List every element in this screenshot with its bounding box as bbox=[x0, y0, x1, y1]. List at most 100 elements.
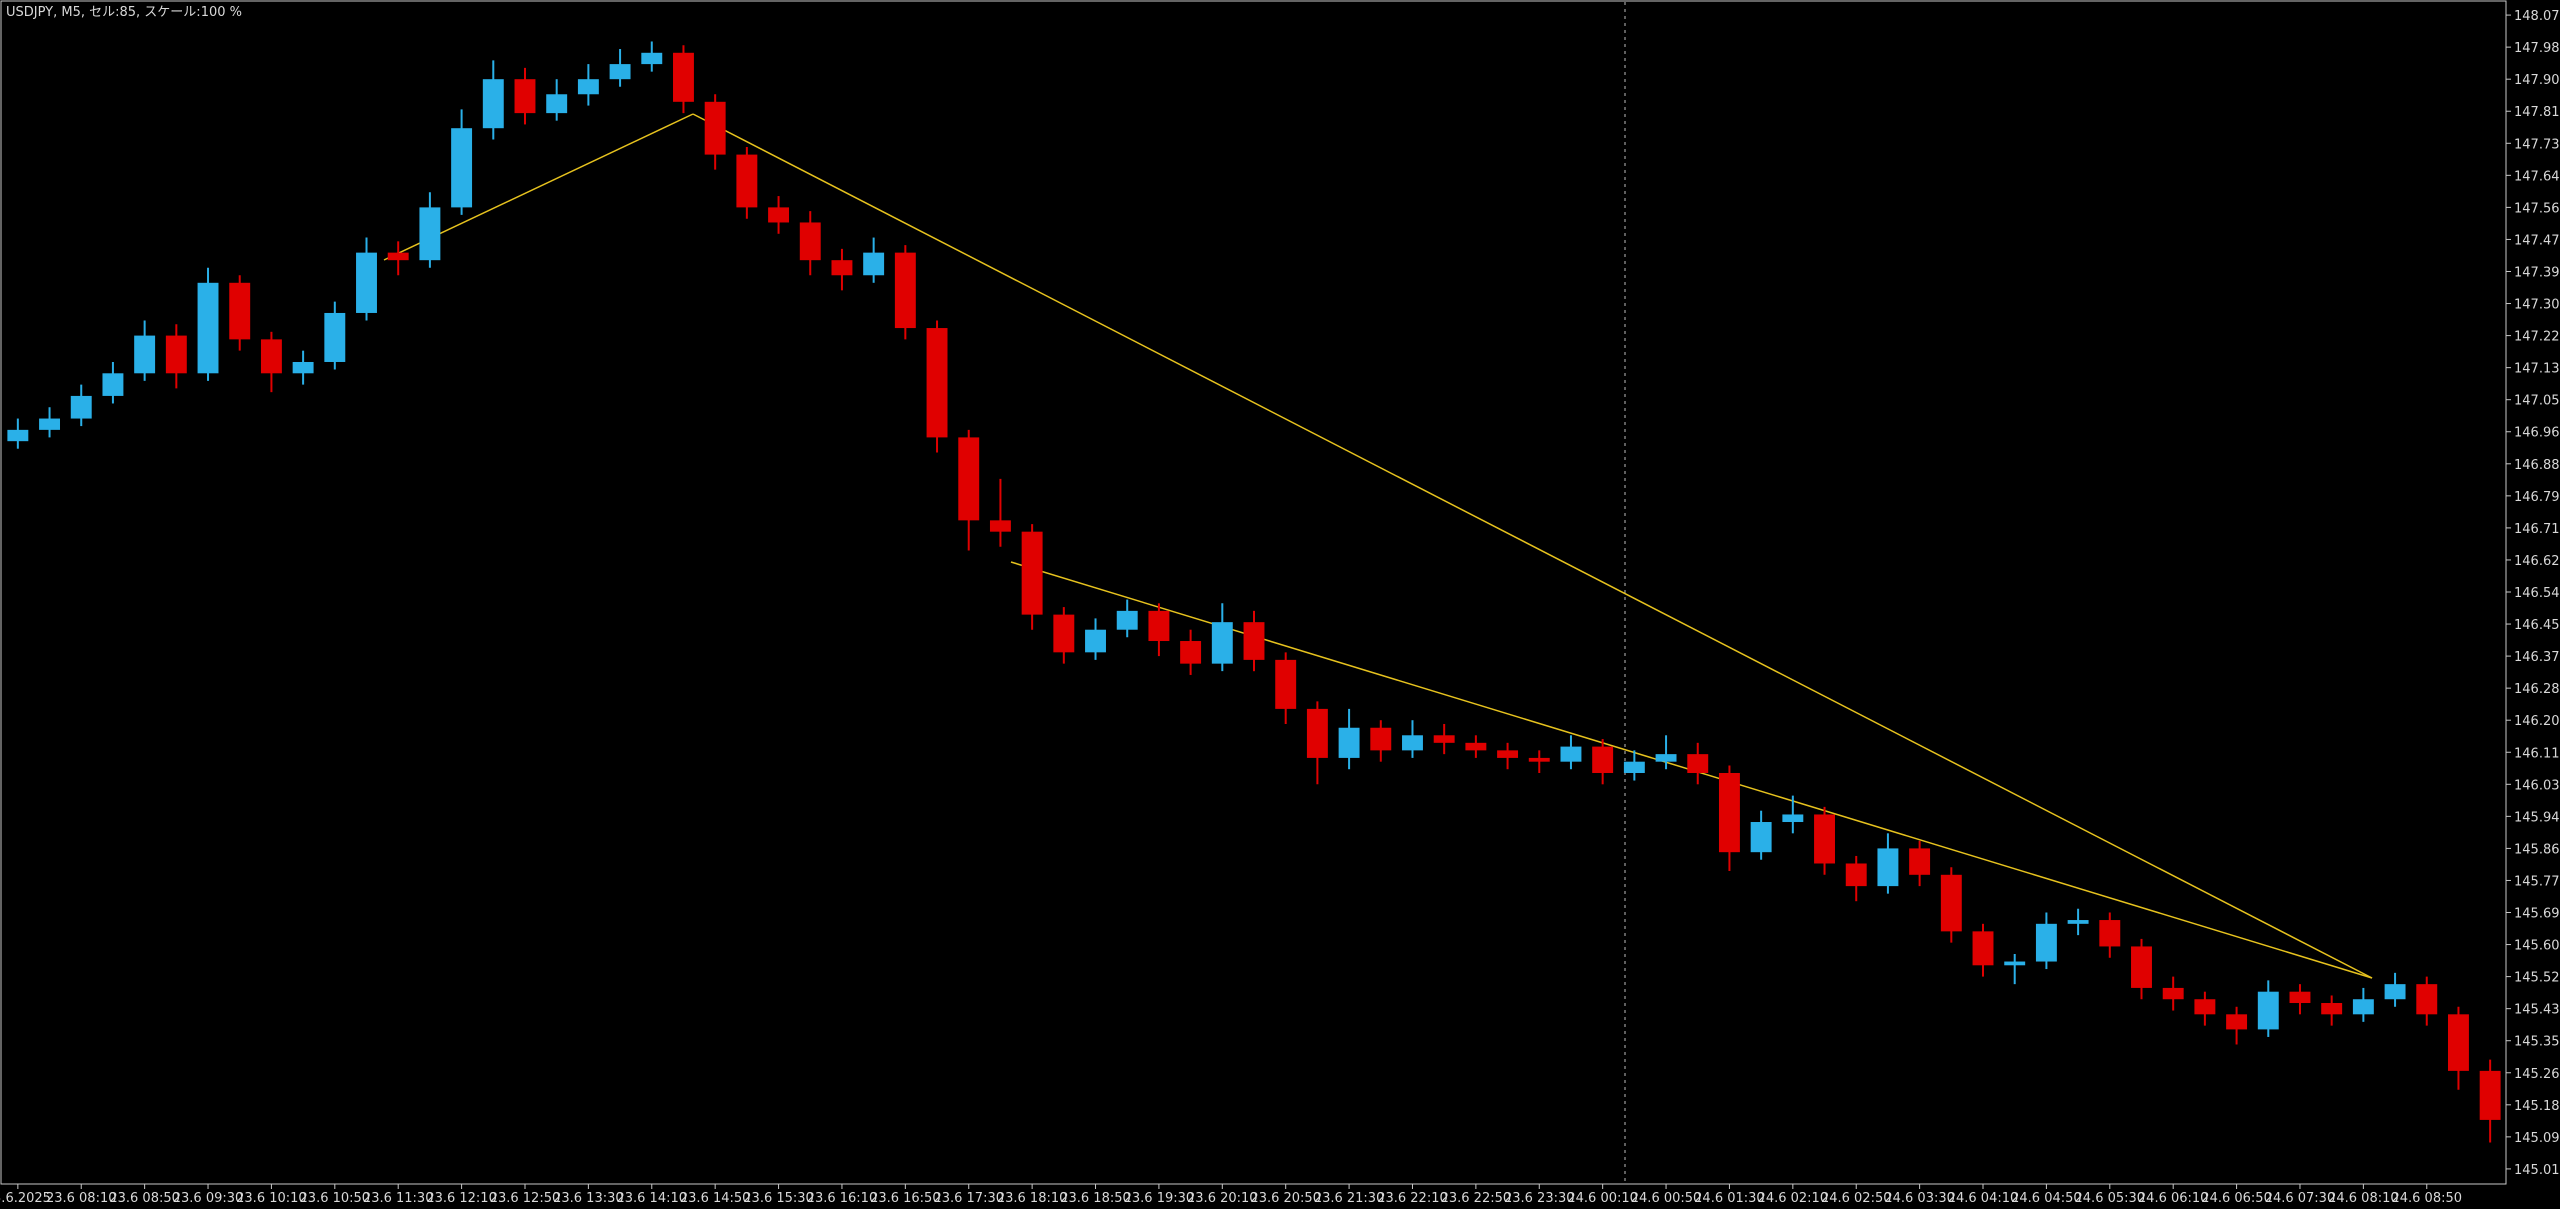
x-tick-label: 23.6 18:50 bbox=[1060, 1191, 1131, 1206]
candle-body bbox=[641, 52, 663, 65]
y-tick-label: 147.985 bbox=[2514, 41, 2560, 56]
y-tick-label: 145.010 bbox=[2514, 1163, 2560, 1178]
candle-body bbox=[2416, 984, 2438, 1015]
y-tick-label: 145.180 bbox=[2514, 1099, 2560, 1114]
x-tick-label: 24.6 08:10 bbox=[2328, 1191, 2399, 1206]
candle-body bbox=[1148, 610, 1170, 642]
x-tick-label: 23.6 23:30 bbox=[1504, 1191, 1575, 1206]
y-tick-label: 147.815 bbox=[2514, 105, 2560, 120]
x-tick-label: 23.6 08:50 bbox=[109, 1191, 180, 1206]
x-tick-label: 24.6 01:30 bbox=[1694, 1191, 1765, 1206]
x-tick-label: 23.6 14:50 bbox=[680, 1191, 751, 1206]
y-tick-label: 146.880 bbox=[2514, 458, 2560, 473]
candle-body bbox=[2131, 946, 2152, 988]
candle-body bbox=[2162, 987, 2184, 1000]
y-tick-label: 146.625 bbox=[2514, 554, 2560, 569]
candle-body bbox=[831, 260, 853, 276]
candle-body bbox=[673, 52, 694, 102]
x-tick-label: 24.6 06:50 bbox=[2201, 1191, 2272, 1206]
candle-body bbox=[514, 79, 536, 114]
y-tick-label: 146.285 bbox=[2514, 682, 2560, 697]
candle-body bbox=[1814, 814, 1835, 864]
candle-body bbox=[2352, 999, 2374, 1015]
candle-body bbox=[609, 64, 631, 80]
x-tick-label: 23.6 18:10 bbox=[997, 1191, 1068, 1206]
x-tick-label: 24.6 02:10 bbox=[1758, 1191, 1829, 1206]
candle-body bbox=[1275, 659, 1297, 709]
y-tick-label: 146.965 bbox=[2514, 426, 2560, 441]
y-tick-label: 146.200 bbox=[2514, 714, 2560, 729]
candle-body bbox=[1370, 727, 1392, 751]
candle-body bbox=[926, 328, 948, 438]
candle-body bbox=[894, 252, 916, 329]
y-tick-label: 145.860 bbox=[2514, 842, 2560, 857]
x-tick-label: 23.6 21:30 bbox=[1314, 1191, 1385, 1206]
x-tick-label: 24.6 07:30 bbox=[2265, 1191, 2336, 1206]
candle-body bbox=[70, 395, 92, 419]
candle-body bbox=[2384, 984, 2406, 1000]
y-tick-label: 145.095 bbox=[2514, 1131, 2560, 1146]
candle-body bbox=[1782, 814, 1804, 823]
x-tick-label: 24.6 03:30 bbox=[1884, 1191, 1955, 1206]
candle-body bbox=[546, 94, 568, 114]
y-tick-label: 147.900 bbox=[2514, 73, 2560, 88]
x-tick-label: 24.6 06:10 bbox=[2138, 1191, 2209, 1206]
candle-body bbox=[260, 339, 282, 374]
y-tick-label: 145.775 bbox=[2514, 874, 2560, 889]
candle-body bbox=[2447, 1014, 2469, 1071]
candle-body bbox=[2289, 991, 2311, 1004]
candle-body bbox=[197, 282, 219, 374]
x-tick-label: 23.6 12:50 bbox=[490, 1191, 561, 1206]
x-tick-label: 24.6 04:50 bbox=[2011, 1191, 2082, 1206]
candle-body bbox=[1053, 614, 1075, 653]
y-tick-label: 145.520 bbox=[2514, 971, 2560, 986]
chart-title: USDJPY, M5, セル:85, スケール:100 % bbox=[6, 5, 242, 20]
candle-body bbox=[1338, 727, 1360, 758]
candle-body bbox=[2067, 920, 2089, 924]
y-tick-label: 145.690 bbox=[2514, 907, 2560, 922]
candle-body bbox=[102, 373, 124, 396]
x-tick-label: 23.6.2025 bbox=[0, 1191, 51, 1206]
candle-body bbox=[1687, 754, 1709, 773]
candle-body bbox=[958, 437, 980, 521]
x-tick-label: 24.6 04:10 bbox=[1948, 1191, 2019, 1206]
candle-body bbox=[324, 312, 346, 362]
candle-body bbox=[1528, 757, 1550, 762]
y-tick-label: 147.050 bbox=[2514, 394, 2560, 409]
candle-body bbox=[2099, 920, 2121, 947]
y-tick-label: 146.370 bbox=[2514, 650, 2560, 665]
x-tick-label: 23.6 20:50 bbox=[1250, 1191, 1321, 1206]
x-tick-label: 24.6 00:10 bbox=[1567, 1191, 1638, 1206]
candle-body bbox=[1877, 848, 1899, 887]
candle-body bbox=[1718, 772, 1740, 853]
trend-line bbox=[692, 113, 2373, 979]
candle-body bbox=[1021, 531, 1043, 615]
y-tick-label: 145.435 bbox=[2514, 1003, 2560, 1018]
candle-body bbox=[1592, 746, 1614, 773]
candle-body bbox=[451, 128, 473, 208]
y-tick-label: 147.645 bbox=[2514, 169, 2560, 184]
candle-body bbox=[1116, 610, 1138, 630]
candle-body bbox=[1402, 735, 1423, 751]
candle-body bbox=[989, 520, 1011, 532]
candle-body bbox=[1180, 641, 1202, 664]
candle-body bbox=[768, 207, 790, 223]
x-tick-label: 23.6 16:50 bbox=[870, 1191, 941, 1206]
y-tick-label: 147.475 bbox=[2514, 233, 2560, 248]
candle-body bbox=[1972, 931, 1994, 966]
candle-body bbox=[7, 429, 29, 442]
x-tick-label: 24.6 08:50 bbox=[2391, 1191, 2462, 1206]
x-tick-label: 23.6 14:10 bbox=[616, 1191, 687, 1206]
candle-body bbox=[1243, 622, 1265, 660]
candle-body bbox=[1465, 742, 1487, 751]
x-tick-label: 24.6 00:50 bbox=[1631, 1191, 1702, 1206]
y-tick-label: 146.795 bbox=[2514, 490, 2560, 505]
candle-body bbox=[1940, 874, 1962, 932]
x-tick-label: 24.6 05:30 bbox=[2075, 1191, 2146, 1206]
x-tick-label: 23.6 13:30 bbox=[553, 1191, 624, 1206]
candle-body bbox=[1560, 746, 1582, 762]
x-tick-label: 23.6 19:30 bbox=[1124, 1191, 1195, 1206]
y-tick-label: 146.540 bbox=[2514, 586, 2560, 601]
